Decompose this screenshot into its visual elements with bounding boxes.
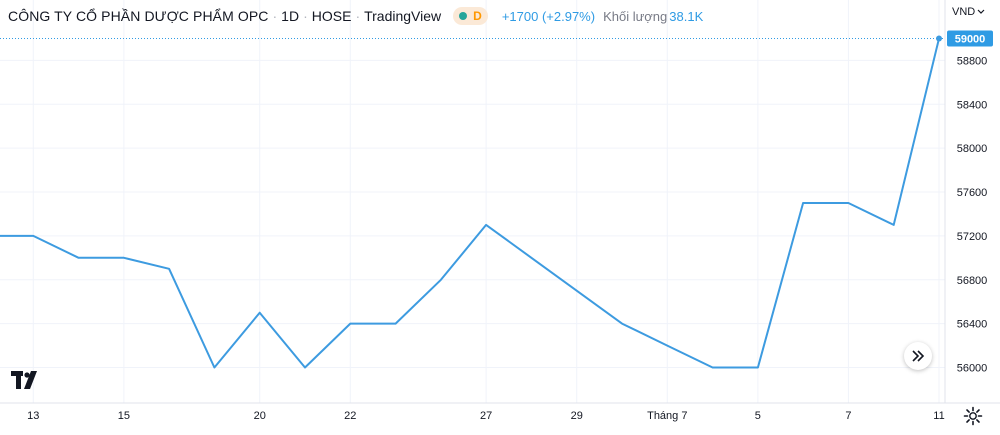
market-status-badge[interactable]: D bbox=[453, 7, 488, 25]
price-axis-labels: 56000 56400 56800 57200 57600 58000 58400 58800 bbox=[957, 55, 988, 374]
data-points bbox=[936, 35, 942, 42]
source-label: TradingView bbox=[364, 8, 442, 24]
time-tick-label: Tháng 7 bbox=[647, 410, 687, 422]
price-tick-label: 58000 bbox=[957, 143, 988, 155]
price-change: +1700 (+2.97%) bbox=[501, 8, 596, 24]
currency-selector[interactable]: VND bbox=[952, 6, 985, 18]
time-tick-label: 20 bbox=[254, 410, 266, 422]
chevron-down-icon bbox=[977, 9, 985, 14]
price-tick-label: 56000 bbox=[957, 363, 988, 375]
time-tick-label: 5 bbox=[755, 410, 761, 422]
price-tick-label: 57200 bbox=[957, 231, 988, 243]
time-tick-label: 22 bbox=[344, 410, 356, 422]
time-tick-label: 29 bbox=[571, 410, 583, 422]
interval-label[interactable]: 1D bbox=[281, 8, 300, 24]
price-tick-label: 58800 bbox=[957, 55, 988, 67]
volume-value: 38.1K bbox=[669, 8, 704, 24]
time-tick-label: 11 bbox=[933, 410, 944, 422]
price-tick-label: 57600 bbox=[957, 187, 988, 199]
time-tick-label: 7 bbox=[845, 410, 851, 422]
price-tick-label: 58400 bbox=[957, 99, 988, 111]
grid bbox=[0, 0, 945, 403]
separator: · bbox=[355, 8, 361, 24]
delayed-status-letter: D bbox=[473, 9, 482, 23]
gear-icon[interactable] bbox=[962, 405, 984, 427]
time-tick-label: 13 bbox=[27, 410, 39, 422]
time-tick-label: 27 bbox=[480, 410, 492, 422]
price-tick-label: 56400 bbox=[957, 319, 988, 331]
last-price-label: 59000 bbox=[955, 34, 986, 46]
exchange-label: HOSE bbox=[311, 8, 352, 24]
double-chevron-right-icon bbox=[912, 350, 925, 362]
tradingview-logo-icon[interactable] bbox=[10, 367, 40, 393]
chart-legend: CÔNG TY CỔ PHẦN DƯỢC PHẨM OPC · 1D · HOS… bbox=[8, 4, 703, 28]
scroll-to-realtime-button[interactable] bbox=[904, 342, 932, 370]
market-open-dot-icon bbox=[459, 12, 468, 20]
last-price-badge bbox=[947, 30, 993, 47]
last-data-point bbox=[936, 35, 942, 42]
time-axis-labels: 13 15 20 22 27 29 Tháng 7 5 7 11 bbox=[27, 410, 945, 422]
symbol-title[interactable]: CÔNG TY CỔ PHẦN DƯỢC PHẨM OPC bbox=[8, 8, 269, 24]
last-price-tag: 59000 bbox=[947, 30, 993, 47]
currency-label: VND bbox=[952, 6, 976, 18]
price-line bbox=[0, 38, 940, 369]
time-tick-label: 15 bbox=[118, 410, 130, 422]
volume-label: Khối lượng bbox=[603, 8, 668, 24]
separator: · bbox=[272, 8, 278, 24]
price-tick-label: 56800 bbox=[957, 275, 988, 287]
separator: · bbox=[303, 8, 308, 24]
